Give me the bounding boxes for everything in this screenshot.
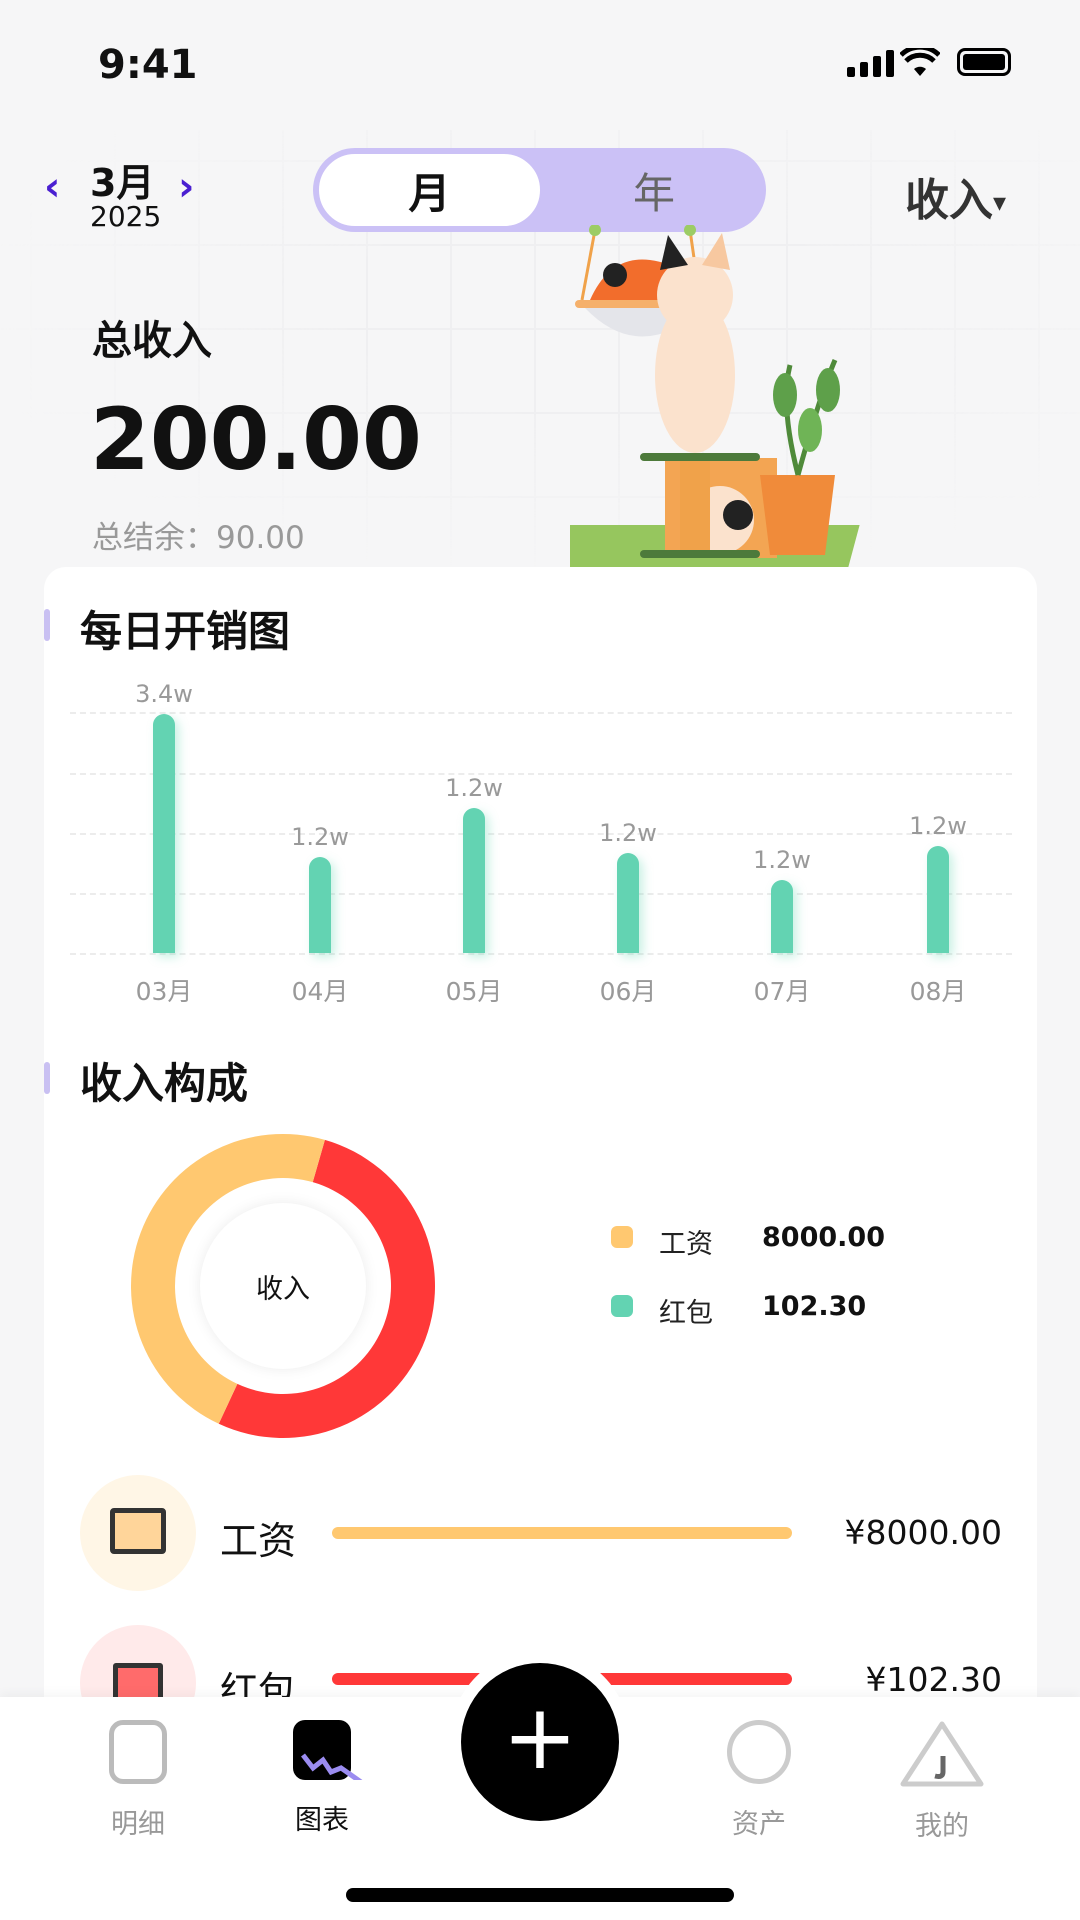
prev-month-button[interactable]: ‹ bbox=[44, 164, 61, 210]
x-tick-label: 05月 bbox=[445, 977, 503, 1006]
gridline bbox=[70, 893, 1012, 895]
x-tick-label: 06月 bbox=[599, 977, 657, 1006]
x-tick-label: 03月 bbox=[135, 977, 193, 1006]
home-indicator bbox=[346, 1888, 734, 1902]
year-label: 2025 bbox=[90, 200, 162, 233]
daily-chart-title: 每日开销图 bbox=[80, 607, 291, 656]
detail-icon bbox=[109, 1720, 167, 1784]
total-income-amount: 200.00 bbox=[90, 390, 422, 490]
tab-profile[interactable]: 我的 bbox=[872, 1720, 1012, 1843]
plus-icon: + bbox=[502, 1685, 578, 1790]
row-name: 工资 bbox=[220, 1519, 297, 1563]
chart-icon bbox=[293, 1720, 363, 1780]
legend-swatch bbox=[611, 1295, 633, 1317]
row-progress-bar bbox=[332, 1527, 792, 1539]
x-tick-label: 08月 bbox=[909, 977, 967, 1006]
x-tick-label: 07月 bbox=[753, 977, 811, 1006]
legend-label: 工资 bbox=[659, 1229, 713, 1260]
tab-year[interactable]: 年 bbox=[632, 168, 675, 218]
tab-assets[interactable]: 资产 bbox=[689, 1720, 829, 1841]
cat-illustration bbox=[570, 225, 860, 570]
legend-value: 8000.00 bbox=[762, 1222, 885, 1253]
list-item[interactable]: 工资 ¥8000.00 bbox=[0, 1475, 1080, 1593]
legend-value: 102.30 bbox=[762, 1291, 867, 1322]
bar-data-label: 1.2w bbox=[291, 822, 349, 851]
battery-icon bbox=[957, 48, 1011, 76]
legend-swatch bbox=[611, 1226, 633, 1248]
bar[interactable] bbox=[617, 853, 639, 953]
month-label[interactable]: 3月 bbox=[90, 161, 155, 205]
tab-label: 图表 bbox=[295, 1805, 349, 1836]
add-button[interactable]: + bbox=[461, 1663, 619, 1821]
tab-label: 明细 bbox=[111, 1809, 165, 1840]
gridline bbox=[70, 953, 1012, 955]
bar[interactable] bbox=[463, 808, 485, 953]
asset-icon bbox=[727, 1720, 791, 1784]
tab-chart[interactable]: 图表 bbox=[252, 1720, 392, 1837]
bar-data-label: 1.2w bbox=[599, 819, 657, 848]
status-time: 9:41 bbox=[98, 42, 198, 88]
next-month-button[interactable]: › bbox=[178, 164, 195, 210]
gridline bbox=[70, 712, 1012, 714]
tab-month[interactable]: 月 bbox=[317, 152, 542, 228]
bar-data-label: 1.2w bbox=[753, 845, 811, 874]
wifi-icon bbox=[900, 48, 940, 76]
bar-data-label: 1.2w bbox=[445, 774, 503, 803]
type-select-label: 收入 bbox=[905, 175, 993, 226]
donut-slice[interactable] bbox=[130, 1134, 325, 1424]
total-income-label: 总收入 bbox=[92, 318, 212, 364]
tab-detail[interactable]: 明细 bbox=[68, 1720, 208, 1841]
bar-data-label: 1.2w bbox=[909, 812, 967, 841]
bar[interactable] bbox=[153, 714, 175, 953]
signal-icon bbox=[847, 50, 894, 77]
legend-label: 红包 bbox=[659, 1298, 713, 1329]
bar-data-label: 3.4w bbox=[135, 680, 193, 708]
row-amount: ¥102.30 bbox=[865, 1660, 1002, 1699]
income-donut-chart bbox=[130, 1134, 435, 1438]
donut-center-label: 收入 bbox=[200, 1203, 366, 1369]
balance-label: 总结余： bbox=[92, 520, 216, 556]
section-marker bbox=[44, 1062, 50, 1094]
gridline bbox=[70, 773, 1012, 775]
x-tick-label: 04月 bbox=[291, 977, 349, 1006]
bar[interactable] bbox=[927, 846, 949, 953]
bar[interactable] bbox=[771, 879, 793, 953]
tab-label: 资产 bbox=[732, 1809, 786, 1840]
period-toggle: 月 年 bbox=[313, 148, 766, 232]
profile-icon bbox=[900, 1721, 984, 1787]
composition-title: 收入构成 bbox=[80, 1059, 249, 1108]
donut-slice[interactable] bbox=[218, 1139, 435, 1438]
gridline bbox=[70, 833, 1012, 835]
bar[interactable] bbox=[309, 856, 331, 953]
section-marker bbox=[44, 609, 50, 641]
wallet-icon bbox=[80, 1475, 196, 1591]
balance-value: 90.00 bbox=[216, 520, 305, 556]
tab-label: 我的 bbox=[915, 1811, 969, 1842]
balance: 总结余：90.00 bbox=[92, 512, 305, 557]
row-amount: ¥8000.00 bbox=[844, 1513, 1002, 1552]
caret-down-icon: ▾ bbox=[993, 188, 1007, 218]
type-select[interactable]: 收入▾ bbox=[905, 164, 1006, 228]
